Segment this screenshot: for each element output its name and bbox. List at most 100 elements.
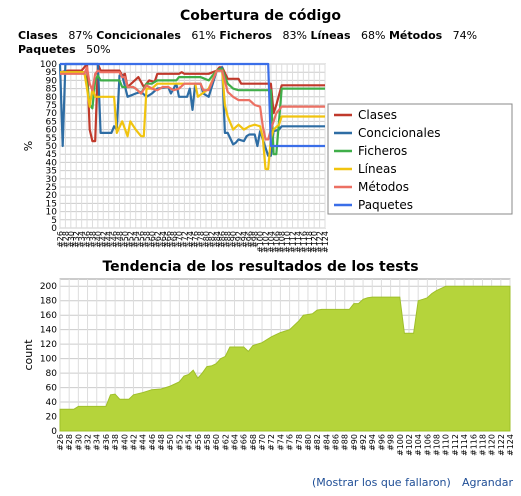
y-tick-label: 140 bbox=[40, 326, 57, 336]
y-tick-label: 70 bbox=[46, 109, 58, 119]
x-tick-label: #62 bbox=[153, 231, 162, 248]
x-tick-label: #44 bbox=[105, 231, 114, 248]
summary-label: Líneas bbox=[310, 29, 351, 42]
x-tick-label: #114 bbox=[294, 231, 303, 253]
summary-label: Concicionales bbox=[96, 29, 181, 42]
legend-entry: Ficheros bbox=[358, 144, 407, 158]
x-tick-label: #68 bbox=[170, 231, 179, 248]
x-tick-label: #70 bbox=[175, 231, 184, 248]
y-tick-label: 80 bbox=[46, 369, 58, 379]
x-tick-label: #94 bbox=[368, 434, 377, 451]
summary-value: 50% bbox=[86, 43, 111, 56]
y-tick-label: 65 bbox=[46, 117, 57, 127]
x-tick-label: #50 bbox=[166, 434, 175, 451]
x-tick-label: #72 bbox=[267, 434, 276, 451]
x-tick-label: #34 bbox=[93, 434, 102, 451]
show-failed-link[interactable]: (Mostrar los que fallaron) bbox=[312, 476, 451, 489]
summary-label: Paquetes bbox=[18, 43, 76, 56]
summary-label: Ficheros bbox=[219, 29, 273, 42]
x-tick-label: #76 bbox=[286, 434, 295, 451]
y-tick-label: 160 bbox=[40, 311, 57, 321]
x-tick-label: #40 bbox=[120, 434, 129, 451]
x-tick-label: #38 bbox=[111, 434, 120, 451]
x-tick-label: #78 bbox=[295, 434, 304, 451]
series-line-ficheros bbox=[60, 67, 325, 156]
x-tick-label: #86 bbox=[332, 434, 341, 451]
enlarge-link-text[interactable]: Agrandar bbox=[462, 476, 513, 489]
series-line-concicionales bbox=[58, 62, 325, 157]
legend-entry: Clases bbox=[358, 108, 397, 122]
y-tick-label: 35 bbox=[46, 167, 57, 177]
x-tick-label: #90 bbox=[350, 434, 359, 451]
x-tick-label: #54 bbox=[185, 434, 194, 451]
x-tick-label: #36 bbox=[83, 231, 92, 248]
x-tick-label: #80 bbox=[202, 231, 211, 248]
x-tick-label: #82 bbox=[207, 231, 216, 248]
tests-chart-title: Tendencia de los resultados de los tests bbox=[102, 259, 419, 275]
x-tick-label: #52 bbox=[175, 434, 184, 451]
x-tick-label: #112 bbox=[451, 434, 460, 456]
x-tick-label: #34 bbox=[78, 231, 87, 248]
x-tick-label: #80 bbox=[304, 434, 313, 451]
summary-label: Clases bbox=[18, 29, 58, 42]
x-tick-label: #50 bbox=[121, 231, 130, 248]
x-tick-label: #48 bbox=[157, 434, 166, 451]
x-tick-label: #90 bbox=[229, 231, 238, 248]
legend-entry: Paquetes bbox=[358, 198, 413, 212]
x-tick-label: #116 bbox=[469, 434, 478, 456]
x-tick-label: #120 bbox=[310, 231, 319, 253]
coverage-chart-title: Cobertura de código bbox=[180, 8, 341, 24]
x-tick-label: #104 bbox=[267, 231, 276, 253]
y-tick-label: 60 bbox=[46, 384, 58, 394]
x-tick-label: #68 bbox=[249, 434, 258, 451]
show-failed-link-text[interactable]: (Mostrar los que fallaron) bbox=[312, 476, 451, 489]
x-tick-label: #28 bbox=[61, 231, 70, 248]
summary-value: 68% bbox=[361, 29, 386, 42]
coverage-summary: Clases 87% Concicionales 61% Ficheros 83… bbox=[18, 29, 488, 57]
x-tick-label: #42 bbox=[99, 231, 108, 248]
y-tick-label: 75 bbox=[46, 101, 57, 111]
x-tick-label: #96 bbox=[245, 231, 254, 248]
x-tick-label: #30 bbox=[74, 434, 83, 451]
y-tick-label: 40 bbox=[46, 158, 58, 168]
x-tick-label: #82 bbox=[313, 434, 322, 451]
x-tick-label: #56 bbox=[194, 434, 203, 451]
y-tick-label: 90 bbox=[46, 76, 58, 86]
x-tick-label: #64 bbox=[230, 434, 239, 451]
enlarge-link[interactable]: Agrandar bbox=[462, 476, 513, 489]
x-tick-label: #76 bbox=[191, 231, 200, 248]
y-tick-label: 45 bbox=[46, 150, 57, 160]
x-tick-label: #60 bbox=[212, 434, 221, 451]
x-tick-label: #94 bbox=[240, 231, 249, 248]
x-tick-label: #40 bbox=[94, 231, 103, 248]
y-axis-label: % bbox=[22, 141, 35, 151]
y-tick-label: 40 bbox=[46, 398, 58, 408]
x-tick-label: #84 bbox=[213, 231, 222, 248]
x-tick-label: #102 bbox=[405, 434, 414, 456]
x-tick-label: #86 bbox=[218, 231, 227, 248]
x-tick-label: #28 bbox=[65, 434, 74, 451]
x-tick-label: #64 bbox=[159, 231, 168, 248]
y-tick-label: 60 bbox=[46, 126, 58, 136]
x-tick-label: #124 bbox=[321, 231, 330, 253]
summary-value: 74% bbox=[452, 29, 478, 42]
x-tick-label: #70 bbox=[258, 434, 267, 451]
y-tick-label: 0 bbox=[51, 427, 57, 437]
x-tick-label: #98 bbox=[251, 231, 260, 248]
x-tick-label: #104 bbox=[414, 434, 423, 456]
x-tick-label: #58 bbox=[203, 434, 212, 451]
x-tick-label: #110 bbox=[283, 231, 292, 253]
x-tick-label: #110 bbox=[442, 434, 451, 456]
y-tick-label: 10 bbox=[46, 208, 58, 218]
x-tick-label: #30 bbox=[67, 231, 76, 248]
x-tick-label: #38 bbox=[88, 231, 97, 248]
y-tick-label: 120 bbox=[40, 340, 57, 350]
x-tick-label: #120 bbox=[488, 434, 497, 456]
x-tick-label: #122 bbox=[316, 231, 325, 253]
test-count-area bbox=[59, 285, 511, 432]
x-tick-label: #44 bbox=[139, 434, 148, 451]
y-tick-label: 0 bbox=[51, 224, 57, 234]
y-tick-label: 5 bbox=[51, 216, 57, 226]
x-tick-label: #32 bbox=[84, 434, 93, 451]
x-tick-label: #26 bbox=[56, 231, 65, 248]
